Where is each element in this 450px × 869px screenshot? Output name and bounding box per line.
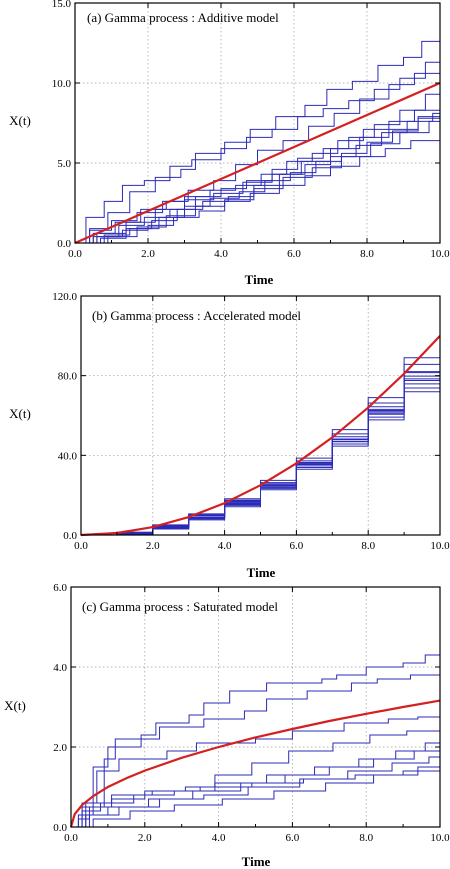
grid — [71, 587, 440, 827]
x-axis-label: Time — [247, 565, 276, 580]
x-tick-label: 2.0 — [141, 248, 155, 260]
sample-path-line — [71, 651, 441, 828]
grid — [75, 3, 440, 243]
x-tick-label: 4.0 — [212, 832, 226, 844]
y-tick-label: 6.0 — [53, 582, 67, 594]
x-tick-label: 10.0 — [430, 540, 450, 552]
y-axis-label: X(t) — [9, 113, 31, 128]
panel-title: (b) Gamma process : Accelerated model — [92, 308, 301, 323]
axis-ticks: 0.0 2.0 4.0 6.0 8.0 10.0 0.0 40.0 80.0 120.0 — [52, 291, 450, 552]
x-axis-label: Time — [245, 272, 274, 287]
x-tick-label: 6.0 — [286, 832, 300, 844]
y-tick-label: 10.0 — [52, 78, 72, 90]
y-tick-label: 0.0 — [63, 530, 77, 542]
panel-a-additive: (a) Gamma process : Additive model X(t) … — [9, 0, 450, 287]
sample-path-line — [75, 110, 441, 244]
y-tick-label: 0.0 — [53, 822, 67, 834]
sample-path-line — [71, 763, 441, 828]
x-tick-label: 4.0 — [218, 540, 232, 552]
x-tick-label: 4.0 — [214, 248, 228, 260]
sample-path-line — [71, 747, 441, 828]
axis-ticks: 0.0 2.0 4.0 6.0 8.0 10.0 0.0 2.0 4.0 6.0 — [53, 582, 450, 844]
plot-frame — [70, 586, 441, 828]
axis-ticks: 0.0 2.0 4.0 6.0 8.0 10.0 0.0 5.0 10.0 15.0 — [52, 0, 450, 260]
y-tick-label: 2.0 — [53, 742, 67, 754]
sample-path-line — [71, 727, 441, 828]
y-tick-label: 15.0 — [52, 0, 72, 10]
sample-path-line — [81, 361, 441, 536]
x-tick-label: 10.0 — [430, 248, 450, 260]
x-tick-label: 0.0 — [64, 832, 78, 844]
sample-path-line — [71, 715, 441, 828]
x-tick-label: 8.0 — [359, 832, 373, 844]
mean-curve-line — [80, 335, 441, 537]
y-tick-label: 80.0 — [58, 371, 78, 383]
x-axis-label: Time — [242, 854, 271, 869]
mean-curve-line — [74, 81, 441, 245]
x-tick-label: 2.0 — [138, 832, 152, 844]
sample-path-line — [75, 57, 441, 244]
panel-title: (a) Gamma process : Additive model — [87, 10, 279, 25]
mean-curve-line — [69, 699, 441, 828]
sample-path-line — [75, 40, 440, 244]
sample-paths — [71, 651, 441, 828]
sample-path-line — [75, 108, 441, 244]
sample-path-line — [71, 767, 441, 828]
y-tick-label: 120.0 — [52, 291, 77, 303]
sample-paths — [75, 40, 441, 244]
x-tick-label: 0.0 — [74, 540, 88, 552]
sample-path-line — [75, 135, 441, 244]
sample-paths — [81, 311, 441, 536]
panel-title: (c) Gamma process : Saturated model — [82, 599, 278, 614]
panel-c-saturated: (c) Gamma process : Saturated model X(t)… — [4, 582, 450, 869]
y-tick-label: 4.0 — [53, 662, 67, 674]
y-tick-label: 0.0 — [57, 238, 71, 250]
sample-path-line — [71, 755, 441, 828]
x-tick-label: 8.0 — [360, 248, 374, 260]
y-tick-label: 5.0 — [57, 158, 71, 170]
sample-path-line — [81, 355, 441, 536]
x-tick-label: 8.0 — [361, 540, 375, 552]
y-axis-label: X(t) — [9, 406, 31, 421]
sample-path-line — [71, 735, 441, 828]
y-axis-label: X(t) — [4, 698, 26, 713]
x-tick-label: 10.0 — [430, 832, 450, 844]
x-tick-label: 6.0 — [287, 248, 301, 260]
sample-path-line — [71, 671, 441, 828]
y-tick-label: 40.0 — [58, 450, 78, 462]
sample-path-line — [75, 102, 441, 244]
x-tick-label: 6.0 — [290, 540, 304, 552]
panel-b-accelerated: (b) Gamma process : Accelerated model X(… — [9, 291, 450, 580]
x-tick-label: 2.0 — [146, 540, 160, 552]
x-tick-label: 0.0 — [68, 248, 82, 260]
sample-path-line — [75, 116, 441, 244]
